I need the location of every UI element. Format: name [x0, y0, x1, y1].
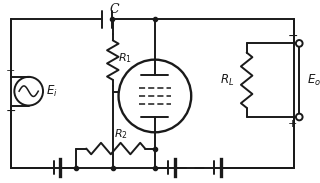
Text: C: C — [110, 3, 120, 16]
Text: +: + — [6, 66, 15, 76]
Text: $R_L$: $R_L$ — [220, 73, 234, 88]
Circle shape — [296, 114, 303, 120]
Text: $R_2$: $R_2$ — [114, 127, 127, 141]
Text: $R_1$: $R_1$ — [117, 51, 132, 65]
Circle shape — [296, 40, 303, 47]
Text: −: − — [287, 30, 298, 43]
Text: −: − — [5, 105, 16, 118]
Text: +: + — [288, 119, 297, 129]
Text: $E_o$: $E_o$ — [307, 73, 320, 88]
Text: $E_i$: $E_i$ — [46, 84, 58, 99]
